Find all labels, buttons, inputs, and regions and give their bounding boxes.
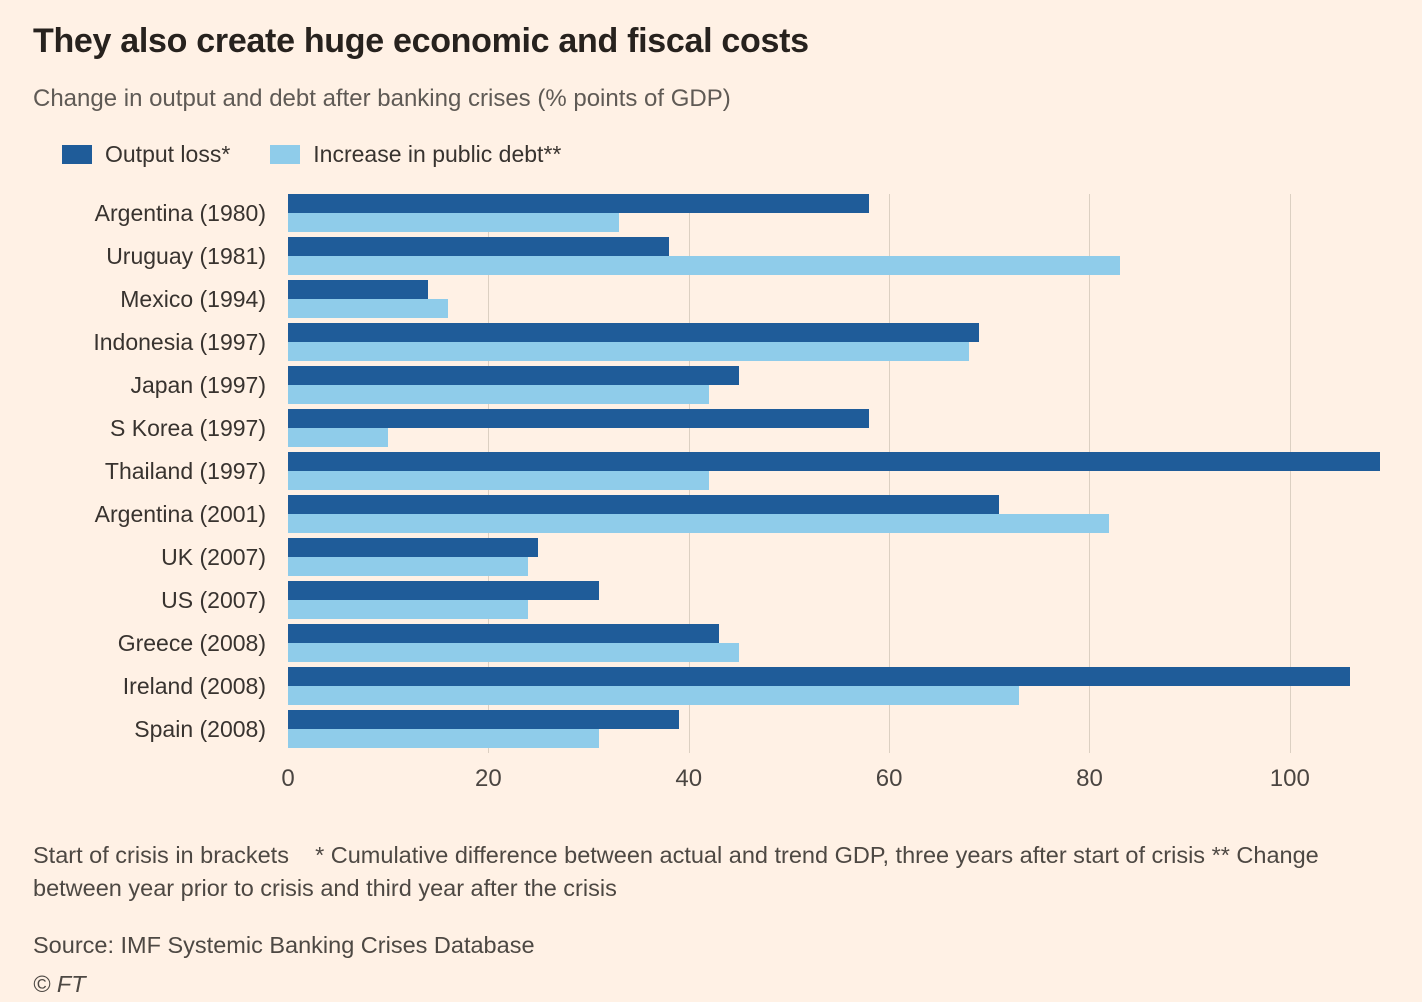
gridline — [889, 194, 891, 753]
bar-output-loss — [288, 452, 1380, 471]
bar-output-loss — [288, 366, 739, 385]
bar-group — [288, 237, 1390, 275]
legend-item-public-debt: Increase in public debt** — [270, 141, 561, 168]
bar-output-loss — [288, 667, 1350, 686]
bar-output-loss — [288, 194, 870, 213]
footnote: Start of crisis in brackets * Cumulative… — [33, 842, 1326, 901]
bar-public-debt — [288, 514, 1110, 533]
x-axis: 0 20 40 60 80 100 — [281, 753, 1390, 795]
bar-row: Argentina (2001) — [33, 495, 1392, 533]
bar-group — [288, 624, 1390, 662]
bar-public-debt — [288, 557, 529, 576]
x-tick-label: 60 — [875, 765, 903, 792]
bar-row: Spain (2008) — [33, 710, 1392, 748]
category-label: US (2007) — [161, 586, 266, 613]
bar-public-debt — [288, 471, 709, 490]
legend: Output loss* Increase in public debt** — [62, 141, 1392, 168]
bar-public-debt — [288, 428, 389, 447]
bar-output-loss — [288, 581, 599, 600]
bar-row: Argentina (1980) — [33, 194, 1392, 232]
bar-public-debt — [288, 342, 970, 361]
bar-output-loss — [288, 323, 980, 342]
legend-item-output-loss: Output loss* — [62, 141, 230, 168]
category-label: Argentina (2001) — [94, 500, 266, 527]
x-tick-label: 0 — [281, 765, 295, 792]
bar-public-debt — [288, 729, 599, 748]
category-label: Thailand (1997) — [104, 457, 266, 484]
bar-output-loss — [288, 237, 669, 256]
bar-row: Uruguay (1981) — [33, 237, 1392, 275]
x-tick-label: 80 — [1076, 765, 1103, 792]
bar-rows: Argentina (1980) Uruguay (1981) Mexico (19… — [33, 194, 1392, 748]
legend-swatch-output-loss — [62, 145, 92, 164]
source: Source: IMF Systemic Banking Crises Data… — [33, 931, 535, 958]
bar-group — [288, 495, 1390, 533]
category-label: S Korea (1997) — [110, 414, 266, 441]
bar-public-debt — [288, 256, 1120, 275]
bar-row: US (2007) — [33, 581, 1392, 619]
category-label: Spain (2008) — [134, 715, 266, 742]
bar-row: Japan (1997) — [33, 366, 1392, 404]
bar-row: Indonesia (1997) — [33, 323, 1392, 361]
x-tick-label: 100 — [1269, 765, 1310, 792]
bar-group — [288, 452, 1390, 490]
bar-chart: Argentina (1980) Uruguay (1981) Mexico (19… — [33, 194, 1392, 795]
bar-public-debt — [288, 385, 709, 404]
bar-output-loss — [288, 624, 719, 643]
bar-output-loss — [288, 280, 429, 299]
bar-output-loss — [288, 495, 1000, 514]
bar-public-debt — [288, 600, 529, 619]
bar-group — [288, 538, 1390, 576]
bar-group — [288, 667, 1390, 705]
category-label: UK (2007) — [161, 543, 266, 570]
category-label: Japan (1997) — [130, 371, 266, 398]
bar-public-debt — [288, 686, 1020, 705]
bar-output-loss — [288, 710, 679, 729]
x-tick-label: 40 — [675, 765, 703, 792]
bar-group — [288, 194, 1390, 232]
bar-group — [288, 323, 1390, 361]
bar-row: Thailand (1997) — [33, 452, 1392, 490]
bar-public-debt — [288, 299, 449, 318]
category-label: Indonesia (1997) — [93, 328, 266, 355]
chart-title: They also create huge economic and fisca… — [33, 22, 809, 60]
gridline — [1089, 194, 1091, 753]
legend-swatch-public-debt — [270, 145, 301, 164]
bar-row: S Korea (1997) — [33, 409, 1392, 447]
bar-output-loss — [288, 538, 539, 557]
bar-group — [288, 366, 1390, 404]
chart-footer: Start of crisis in brackets * Cumulative… — [33, 839, 1392, 1001]
chart-subtitle: Change in output and debt after banking … — [33, 85, 731, 112]
bar-row: Ireland (2008) — [33, 667, 1392, 705]
category-label: Argentina (1980) — [94, 199, 266, 226]
category-label: Uruguay (1981) — [106, 242, 266, 269]
bar-group — [288, 280, 1390, 318]
legend-label-output-loss: Output loss* — [105, 141, 231, 167]
gridline — [1289, 194, 1291, 753]
bar-group — [288, 409, 1390, 447]
bar-public-debt — [288, 213, 619, 232]
bar-row: Mexico (1994) — [33, 280, 1392, 318]
bar-group — [288, 581, 1390, 619]
bar-row: UK (2007) — [33, 538, 1392, 576]
x-tick-label: 20 — [475, 765, 502, 792]
category-label: Mexico (1994) — [120, 285, 266, 312]
bar-public-debt — [288, 643, 739, 662]
category-label: Greece (2008) — [117, 629, 266, 656]
category-label: Ireland (2008) — [122, 672, 266, 699]
legend-label-public-debt: Increase in public debt** — [313, 141, 562, 167]
bar-output-loss — [288, 409, 870, 428]
ft-copyright: © FT — [33, 970, 86, 997]
bar-row: Greece (2008) — [33, 624, 1392, 662]
bar-group — [288, 710, 1390, 748]
